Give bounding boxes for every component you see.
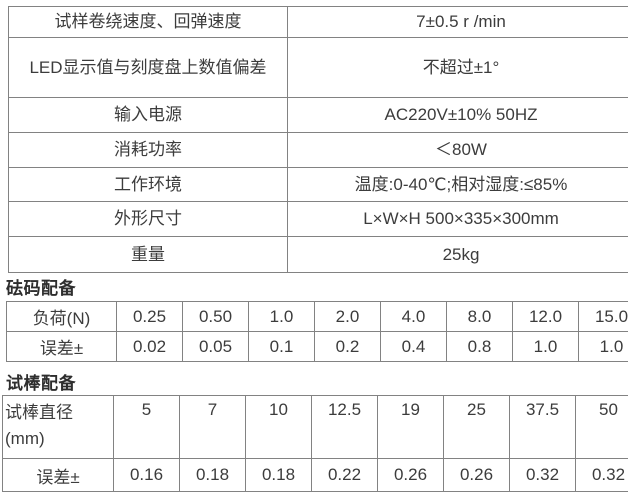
table-row: 消耗功率 ＜80W (8, 132, 628, 169)
table-row: 重量 25kg (8, 236, 628, 274)
weights-load-value: 1.0 (248, 301, 315, 332)
bars-tolerance-value: 0.18 (245, 458, 312, 492)
bars-diameter-value: 10 (245, 395, 312, 459)
bars-section-heading: 试棒配备 (6, 374, 76, 393)
bars-row-label-line1: 试棒直径 (5, 403, 73, 422)
spec-value-dimensions: L×W×H 500×335×300mm (287, 201, 628, 238)
bars-tolerance-value: 0.32 (575, 458, 628, 492)
weights-tolerance-value: 0.02 (116, 331, 183, 362)
weights-load-value: 4.0 (380, 301, 447, 332)
bars-tolerance-value: 0.22 (311, 458, 378, 492)
bars-diameter-value: 12.5 (311, 395, 378, 459)
weights-load-value: 8.0 (446, 301, 513, 332)
bars-diameter-value: 50 (575, 395, 628, 459)
test-bars-configuration-table: 试棒直径 (mm) 5 7 10 12.5 19 25 37.5 50 误差± 0… (2, 395, 628, 492)
spec-label-weight: 重量 (8, 236, 288, 274)
table-row: LED显示值与刻度盘上数值偏差 不超过±1° (8, 37, 628, 99)
weights-tolerance-value: 0.1 (248, 331, 315, 362)
bars-tolerance-value: 0.26 (443, 458, 510, 492)
spec-label-winding-speed: 试样卷绕速度、回弹速度 (8, 5, 288, 39)
spec-label-led-deviation: LED显示值与刻度盘上数值偏差 (8, 37, 288, 99)
spec-value-power-consumption: ＜80W (287, 132, 628, 169)
weights-tolerance-value: 1.0 (512, 331, 579, 362)
weights-row-label-tolerance: 误差± (6, 331, 117, 362)
weights-tolerance-value: 0.05 (182, 331, 249, 362)
weights-load-value: 2.0 (314, 301, 381, 332)
weights-tolerance-value: 0.8 (446, 331, 513, 362)
spec-label-dimensions: 外形尺寸 (8, 201, 288, 238)
weights-load-value: 0.25 (116, 301, 183, 332)
spec-value-weight: 25kg (287, 236, 628, 274)
bars-tolerance-value: 0.18 (179, 458, 246, 492)
bars-diameter-value: 7 (179, 395, 246, 459)
bars-tolerance-value: 0.32 (509, 458, 576, 492)
weights-configuration-table: 负荷(N) 0.25 0.50 1.0 2.0 4.0 8.0 12.0 15.… (6, 301, 628, 362)
bars-diameter-value: 25 (443, 395, 510, 459)
weights-load-value: 15.0 (578, 301, 628, 332)
spec-label-input-power: 输入电源 (8, 97, 288, 134)
weights-tolerance-value: 0.2 (314, 331, 381, 362)
weights-tolerance-value: 1.0 (578, 331, 628, 362)
bars-tolerance-value: 0.26 (377, 458, 444, 492)
spec-label-working-environment: 工作环境 (8, 167, 288, 203)
bars-row-label-diameter: 试棒直径 (mm) (2, 395, 114, 459)
spec-value-working-environment: 温度:0-40℃;相对湿度:≤85% (287, 167, 628, 203)
spec-value-winding-speed: 7±0.5 r /min (287, 5, 628, 39)
bars-diameter-value: 37.5 (509, 395, 576, 459)
table-row: 误差± 0.02 0.05 0.1 0.2 0.4 0.8 1.0 1.0 (6, 331, 628, 362)
table-row: 输入电源 AC220V±10% 50HZ (8, 97, 628, 134)
technical-specifications-table: 试样卷绕速度、回弹速度 7±0.5 r /min LED显示值与刻度盘上数值偏差… (8, 5, 628, 274)
table-row: 工作环境 温度:0-40℃;相对湿度:≤85% (8, 167, 628, 203)
spec-value-led-deviation: 不超过±1° (287, 37, 628, 99)
weights-row-label-load: 负荷(N) (6, 301, 117, 332)
bars-row-label-tolerance: 误差± (2, 458, 114, 492)
bars-row-label-line2: (mm) (5, 429, 45, 449)
bars-diameter-value: 5 (113, 395, 180, 459)
weights-section-heading: 砝码配备 (6, 279, 76, 298)
table-row: 误差± 0.16 0.18 0.18 0.22 0.26 0.26 0.32 0… (2, 458, 628, 492)
table-row: 外形尺寸 L×W×H 500×335×300mm (8, 201, 628, 238)
bars-tolerance-value: 0.16 (113, 458, 180, 492)
weights-tolerance-value: 0.4 (380, 331, 447, 362)
bars-diameter-value: 19 (377, 395, 444, 459)
spec-label-power-consumption: 消耗功率 (8, 132, 288, 169)
spec-value-input-power: AC220V±10% 50HZ (287, 97, 628, 134)
table-row: 负荷(N) 0.25 0.50 1.0 2.0 4.0 8.0 12.0 15.… (6, 301, 628, 332)
table-row: 试样卷绕速度、回弹速度 7±0.5 r /min (8, 5, 628, 39)
weights-load-value: 0.50 (182, 301, 249, 332)
weights-load-value: 12.0 (512, 301, 579, 332)
table-row: 试棒直径 (mm) 5 7 10 12.5 19 25 37.5 50 (2, 395, 628, 459)
